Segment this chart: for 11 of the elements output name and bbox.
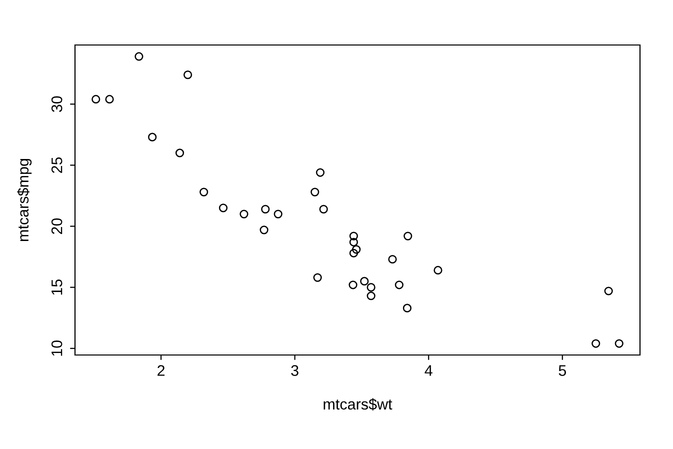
x-tick-label: 4 (424, 365, 432, 376)
x-axis-title: mtcars$wt (324, 398, 392, 411)
y-tick-label: 30 (51, 96, 62, 112)
y-tick-label: 25 (51, 157, 62, 173)
y-tick-label: 20 (51, 218, 62, 234)
y-tick-label: 15 (52, 279, 62, 295)
y-axis-title: mtcars$mpg (17, 158, 32, 242)
y-tick-label: 10 (51, 340, 62, 356)
x-tick-label: 2 (158, 365, 165, 376)
x-tick-label: 5 (558, 365, 566, 376)
x-tick-label: 3 (291, 365, 298, 376)
